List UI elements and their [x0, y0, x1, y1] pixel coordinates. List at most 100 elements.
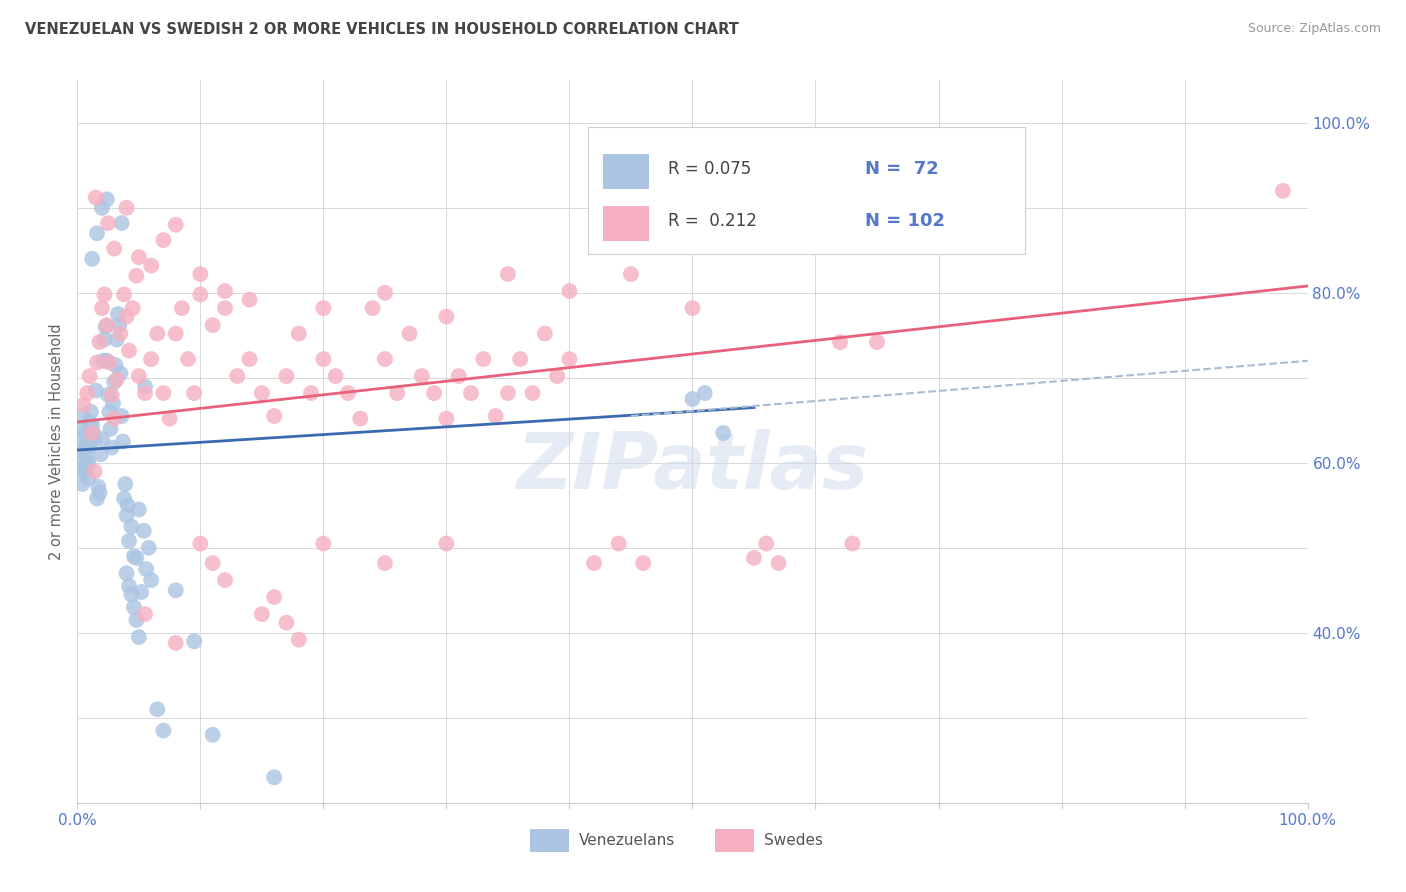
Point: [103, 411, 125, 425]
Point: [82, 252, 104, 266]
Point: [682, 392, 704, 406]
Point: [436, 310, 458, 324]
Point: [312, 301, 335, 315]
Point: [104, 358, 127, 372]
Point: [94, 319, 117, 334]
Point: [226, 369, 249, 384]
Point: [546, 369, 568, 384]
Point: [83, 464, 105, 478]
Point: [75, 447, 97, 461]
Point: [125, 613, 148, 627]
FancyBboxPatch shape: [588, 128, 1025, 253]
Point: [374, 556, 396, 570]
Text: VENEZUELAN VS SWEDISH 2 OR MORE VEHICLES IN HOUSEHOLD CORRELATION CHART: VENEZUELAN VS SWEDISH 2 OR MORE VEHICLES…: [25, 22, 740, 37]
Point: [263, 770, 285, 784]
Point: [115, 566, 138, 581]
Point: [87, 480, 110, 494]
Point: [141, 259, 163, 273]
Point: [82, 417, 104, 432]
Point: [682, 301, 704, 315]
Point: [693, 386, 716, 401]
Point: [129, 585, 153, 599]
Point: [841, 536, 863, 550]
Point: [111, 216, 132, 230]
Point: [325, 369, 347, 384]
Point: [118, 343, 141, 358]
Point: [558, 352, 581, 367]
Text: R =  0.212: R = 0.212: [668, 212, 756, 230]
Point: [620, 267, 643, 281]
Point: [96, 192, 118, 206]
Point: [93, 333, 115, 347]
Point: [77, 471, 100, 485]
Point: [90, 201, 114, 215]
Point: [83, 432, 105, 446]
Point: [239, 352, 262, 367]
Point: [70, 477, 93, 491]
Point: [76, 437, 98, 451]
Text: N =  72: N = 72: [865, 161, 938, 178]
FancyBboxPatch shape: [530, 829, 569, 852]
Point: [89, 485, 111, 500]
Point: [76, 458, 98, 472]
Point: [100, 422, 122, 436]
Point: [96, 353, 118, 368]
Point: [111, 409, 132, 423]
Point: [103, 375, 125, 389]
Point: [115, 201, 138, 215]
Point: [177, 352, 200, 367]
Point: [105, 333, 128, 347]
Point: [165, 218, 187, 232]
Point: [141, 573, 163, 587]
Point: [111, 434, 134, 449]
Text: R = 0.075: R = 0.075: [668, 161, 751, 178]
Point: [86, 227, 108, 241]
Point: [125, 268, 148, 283]
Point: [183, 634, 205, 648]
Point: [165, 583, 187, 598]
Point: [105, 372, 128, 386]
Text: N = 102: N = 102: [865, 212, 945, 230]
Point: [98, 405, 121, 419]
Point: [101, 441, 124, 455]
Point: [84, 384, 107, 398]
Point: [86, 355, 108, 369]
Point: [866, 335, 889, 350]
Point: [398, 326, 420, 341]
Point: [90, 447, 112, 461]
Point: [121, 301, 143, 315]
Point: [103, 242, 125, 256]
Point: [436, 411, 458, 425]
Point: [134, 379, 156, 393]
Point: [385, 386, 409, 401]
Point: [165, 636, 187, 650]
Point: [110, 326, 132, 341]
Point: [115, 508, 138, 523]
Point: [460, 386, 482, 401]
Y-axis label: 2 or more Vehicles in Household: 2 or more Vehicles in Household: [49, 323, 65, 560]
Point: [288, 326, 311, 341]
Point: [276, 615, 298, 630]
Point: [128, 502, 150, 516]
Point: [73, 464, 96, 478]
Point: [101, 396, 124, 410]
Point: [263, 409, 285, 423]
Point: [79, 369, 101, 384]
Point: [633, 556, 655, 570]
Point: [115, 310, 138, 324]
Point: [98, 355, 121, 369]
Point: [118, 579, 141, 593]
Point: [114, 477, 136, 491]
Point: [188, 287, 212, 301]
Point: [1272, 184, 1295, 198]
Point: [128, 630, 150, 644]
Point: [534, 326, 557, 341]
Point: [135, 562, 157, 576]
Point: [132, 524, 155, 538]
Point: [411, 369, 433, 384]
Point: [122, 549, 145, 564]
Point: [101, 388, 124, 402]
Point: [830, 335, 852, 350]
Point: [337, 386, 360, 401]
Text: ZIPatlas: ZIPatlas: [516, 429, 869, 505]
